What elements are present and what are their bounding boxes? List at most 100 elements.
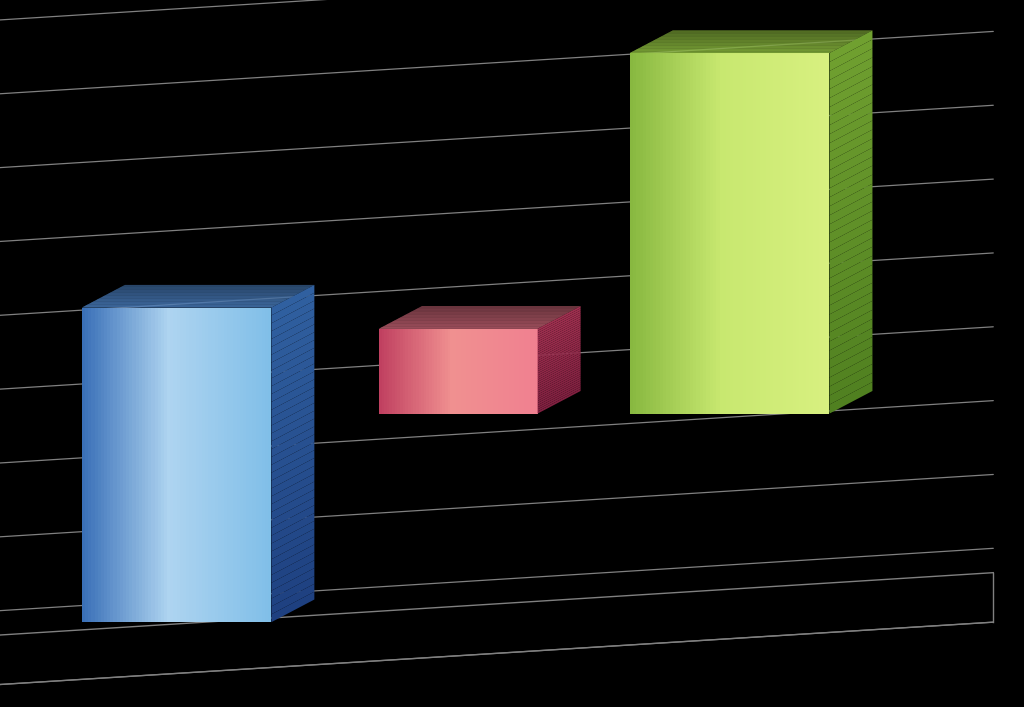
Polygon shape	[648, 42, 850, 43]
Polygon shape	[829, 355, 872, 387]
Polygon shape	[479, 329, 482, 414]
Polygon shape	[135, 308, 139, 622]
Polygon shape	[640, 47, 841, 48]
Polygon shape	[409, 312, 569, 313]
Polygon shape	[397, 318, 558, 319]
Polygon shape	[538, 385, 581, 409]
Polygon shape	[464, 329, 466, 414]
Polygon shape	[829, 256, 872, 287]
Polygon shape	[416, 329, 419, 414]
Polygon shape	[634, 50, 836, 51]
Polygon shape	[538, 368, 581, 392]
Polygon shape	[493, 329, 496, 414]
Polygon shape	[816, 53, 819, 414]
Polygon shape	[633, 53, 636, 414]
Polygon shape	[707, 53, 710, 414]
Polygon shape	[676, 53, 680, 414]
Polygon shape	[538, 363, 581, 388]
Polygon shape	[385, 325, 545, 326]
Polygon shape	[829, 274, 872, 305]
Polygon shape	[170, 308, 173, 622]
Polygon shape	[271, 552, 314, 583]
Polygon shape	[262, 308, 265, 622]
Polygon shape	[415, 309, 574, 310]
Polygon shape	[538, 387, 581, 411]
Polygon shape	[669, 32, 869, 33]
Polygon shape	[104, 308, 108, 622]
Polygon shape	[538, 359, 581, 384]
Polygon shape	[403, 315, 563, 316]
Polygon shape	[797, 53, 800, 414]
Polygon shape	[643, 53, 646, 414]
Polygon shape	[271, 576, 314, 607]
Polygon shape	[538, 382, 581, 407]
Polygon shape	[829, 48, 872, 80]
Polygon shape	[271, 403, 314, 433]
Polygon shape	[646, 53, 649, 414]
Polygon shape	[829, 165, 872, 197]
Polygon shape	[527, 329, 529, 414]
Polygon shape	[829, 112, 872, 143]
Polygon shape	[112, 291, 303, 292]
Polygon shape	[176, 308, 180, 622]
Polygon shape	[387, 324, 548, 325]
Polygon shape	[453, 329, 456, 414]
Polygon shape	[829, 40, 872, 71]
Polygon shape	[271, 371, 314, 402]
Polygon shape	[271, 419, 314, 449]
Polygon shape	[696, 53, 699, 414]
Polygon shape	[538, 312, 581, 337]
Polygon shape	[100, 308, 104, 622]
Polygon shape	[538, 332, 581, 356]
Polygon shape	[102, 296, 293, 297]
Polygon shape	[829, 292, 872, 323]
Polygon shape	[397, 329, 400, 414]
Polygon shape	[271, 505, 314, 536]
Polygon shape	[407, 314, 566, 315]
Polygon shape	[538, 346, 581, 371]
Polygon shape	[271, 450, 314, 481]
Polygon shape	[139, 308, 142, 622]
Polygon shape	[88, 308, 91, 622]
Polygon shape	[633, 51, 834, 52]
Polygon shape	[753, 53, 756, 414]
Polygon shape	[756, 53, 760, 414]
Polygon shape	[829, 373, 872, 404]
Polygon shape	[538, 306, 581, 331]
Polygon shape	[743, 53, 746, 414]
Polygon shape	[408, 313, 567, 314]
Polygon shape	[829, 328, 872, 359]
Polygon shape	[503, 329, 506, 414]
Polygon shape	[673, 53, 676, 414]
Polygon shape	[538, 327, 581, 352]
Polygon shape	[710, 53, 713, 414]
Polygon shape	[451, 329, 453, 414]
Polygon shape	[271, 356, 314, 386]
Polygon shape	[447, 329, 451, 414]
Polygon shape	[770, 53, 773, 414]
Polygon shape	[810, 53, 813, 414]
Polygon shape	[382, 329, 384, 414]
Polygon shape	[88, 304, 279, 305]
Polygon shape	[271, 308, 314, 339]
Polygon shape	[538, 378, 581, 403]
Polygon shape	[396, 319, 556, 320]
Polygon shape	[736, 53, 739, 414]
Polygon shape	[271, 317, 314, 347]
Polygon shape	[271, 387, 314, 418]
Polygon shape	[474, 329, 477, 414]
Polygon shape	[271, 544, 314, 575]
Polygon shape	[132, 308, 135, 622]
Polygon shape	[115, 289, 306, 290]
Polygon shape	[713, 53, 717, 414]
Polygon shape	[161, 308, 164, 622]
Polygon shape	[246, 308, 249, 622]
Polygon shape	[205, 308, 208, 622]
Polygon shape	[412, 310, 572, 311]
Polygon shape	[667, 53, 670, 414]
Polygon shape	[538, 310, 581, 335]
Polygon shape	[271, 411, 314, 441]
Polygon shape	[240, 308, 243, 622]
Polygon shape	[662, 35, 862, 37]
Polygon shape	[92, 301, 283, 303]
